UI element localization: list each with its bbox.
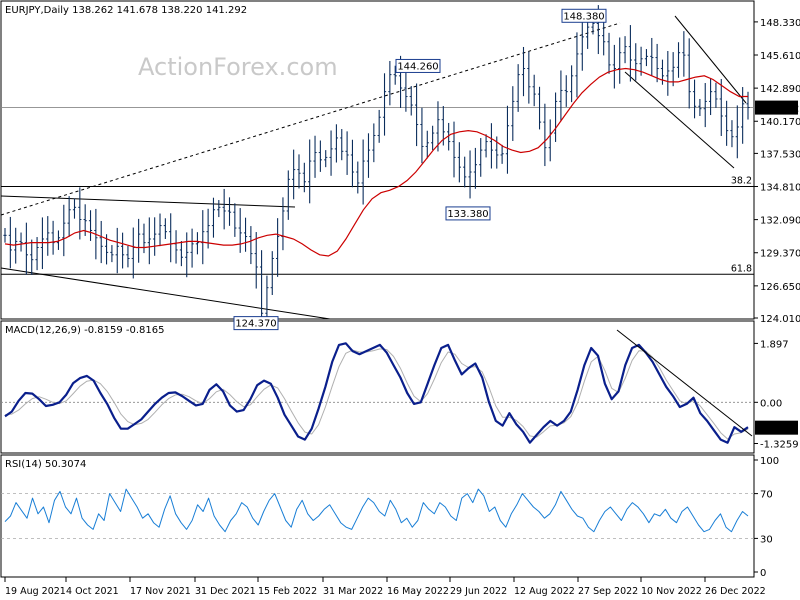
macd-last-tag [755, 420, 798, 435]
macd-signal-line [4, 348, 749, 440]
rsi-header: RSI(14) 50.3074 [5, 459, 86, 470]
rsi-tick-label: 0 [760, 568, 766, 579]
price-y-axis: 148.330 145.610 142.890 141.292 140.170 137.5… [754, 18, 800, 325]
annotation-124.370: 124.370 [233, 316, 279, 331]
last-price-label: 141.292 [758, 104, 799, 115]
x-axis: 19 Aug 2021 4 Oct 2021 17 Nov 2021 31 Dec 2… [4, 577, 766, 597]
y-tick-label: 134.810 [760, 183, 800, 194]
price-header: EURJPY,Daily 138.262 141.678 138.220 141… [5, 5, 247, 16]
annotation-box [561, 8, 607, 23]
y-tick-label: 129.370 [760, 249, 800, 260]
down-channel-upper [674, 15, 747, 104]
annotation-box [233, 316, 279, 331]
x-tick-label: 15 Feb 2022 [258, 586, 317, 597]
last-price-tag [755, 100, 798, 115]
y-tick-label: 137.530 [760, 149, 800, 160]
annotation-144.260: 144.260 [395, 58, 441, 73]
price-panel-frame [0, 0, 755, 320]
fib-label-61.8: 61.8 [731, 263, 752, 274]
macd-panel-frame [0, 320, 755, 454]
y-tick-label: 132.090 [760, 216, 800, 227]
y-tick-label: 126.650 [760, 282, 800, 293]
rising-dotted-trendline [0, 22, 621, 216]
macd-tick-label: 1.897 [760, 339, 789, 350]
x-tick-label: 31 Dec 2021 [195, 586, 256, 597]
annotation-text: 144.260 [397, 61, 438, 72]
watermark: ActionForex.com [138, 53, 338, 81]
moving-average-series [4, 67, 748, 257]
x-tick-label: 12 Aug 2022 [514, 586, 575, 597]
annotation-text: 124.370 [235, 319, 276, 330]
rsi-tick-label: 100 [760, 456, 779, 467]
price-series [3, 5, 750, 331]
annotation-box [445, 206, 491, 221]
rsi-panel-frame [0, 454, 755, 578]
annotation-148.380: 148.380 [561, 8, 607, 23]
macd-line [4, 342, 749, 444]
rsi-tick-label: 30 [760, 534, 773, 545]
x-tick-label: 16 May 2022 [387, 586, 449, 597]
macd-trendline [616, 329, 753, 437]
price-gridlines: 38.2 61.8 [1, 107, 754, 275]
annotation-text: 148.380 [563, 11, 604, 22]
annotation-box [395, 58, 441, 73]
macd-tick-label: 0.00 [760, 398, 782, 409]
y-tick-label: 124.010 [760, 314, 800, 325]
price-annotations: 148.380 144.260 133.380 124.370 [233, 8, 607, 331]
macd-tick-label: -1.3259 [760, 439, 799, 450]
x-tick-label: 10 Nov 2022 [641, 586, 702, 597]
y-tick-label: 142.890 [760, 84, 800, 95]
y-tick-label: 148.330 [760, 18, 800, 29]
y-tick-label: 140.170 [760, 117, 800, 128]
lower-channel-line [0, 267, 331, 320]
upper-channel-line [0, 195, 296, 208]
annotation-133.380: 133.380 [445, 206, 491, 221]
x-tick-label: 4 Oct 2021 [66, 586, 119, 597]
down-channel-lower [624, 71, 735, 169]
x-tick-label: 17 Nov 2021 [130, 586, 191, 597]
x-tick-label: 27 Sep 2022 [578, 586, 638, 597]
macd-header: MACD(12,26,9) -0.8159 -0.8165 [5, 325, 165, 336]
sma-line [4, 67, 748, 257]
rsi-tick-label: 70 [760, 490, 773, 501]
macd-last-label: -0.8165 [757, 424, 794, 435]
rsi-line [4, 488, 749, 533]
x-tick-label: 31 Mar 2022 [323, 586, 383, 597]
rsi-y-axis: 100 70 30 0 [754, 456, 779, 579]
x-tick-label: 29 Jun 2022 [450, 586, 507, 597]
macd-series [1, 329, 754, 444]
macd-y-axis: 1.897 0.00 -0.8165 -1.3259 [754, 339, 799, 450]
rsi-series [1, 488, 754, 539]
x-tick-label: 26 Dec 2022 [705, 586, 766, 597]
y-tick-label: 145.610 [760, 51, 800, 62]
x-tick-label: 19 Aug 2021 [5, 586, 66, 597]
annotation-text: 133.380 [447, 209, 488, 220]
fib-label-38.2: 38.2 [731, 176, 752, 187]
trendlines [0, 15, 747, 320]
